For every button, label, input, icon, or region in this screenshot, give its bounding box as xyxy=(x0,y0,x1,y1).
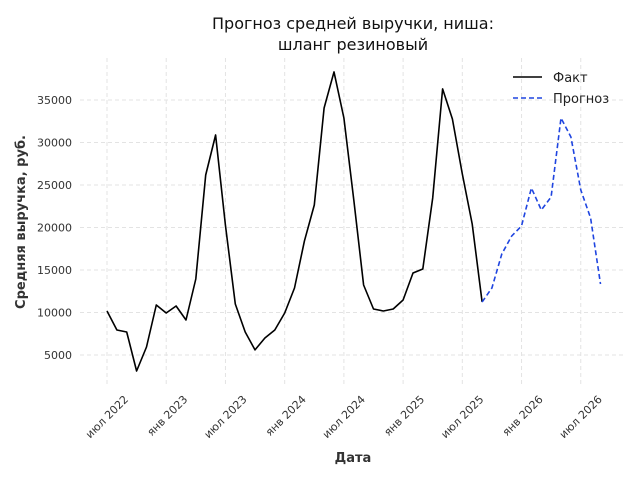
x-tick-label: июл 2023 xyxy=(202,393,250,441)
y-tick-label: 35000 xyxy=(37,94,72,107)
grid xyxy=(80,58,625,385)
y-axis: 5000 10000 15000 20000 25000 30000 35000 xyxy=(37,94,72,362)
fact-series-line xyxy=(106,71,483,372)
series-lines xyxy=(106,71,602,372)
chart-title-line-2: шланг резиновый xyxy=(278,35,428,54)
y-tick-label: 5000 xyxy=(44,349,72,362)
legend-fact-label: Факт xyxy=(553,71,588,86)
y-tick-label: 15000 xyxy=(37,264,72,277)
y-axis-label: Средняя выручка, руб. xyxy=(14,135,29,309)
x-tick-label: янв 2026 xyxy=(500,393,546,439)
y-tick-label: 25000 xyxy=(37,179,72,192)
x-tick-label: июл 2024 xyxy=(320,393,368,441)
legend-forecast-label: Прогноз xyxy=(553,92,609,107)
x-tick-label: янв 2024 xyxy=(263,393,309,439)
x-axis: июл 2022 янв 2023 июл 2023 янв 2024 июл 2024… xyxy=(83,393,605,441)
x-tick-label: июл 2022 xyxy=(83,393,131,441)
x-tick-label: июл 2025 xyxy=(438,393,486,441)
x-tick-label: янв 2023 xyxy=(145,393,191,439)
y-tick-label: 10000 xyxy=(37,306,72,319)
forecast-series-line xyxy=(481,117,602,303)
y-tick-label: 30000 xyxy=(37,136,72,149)
x-tick-label: янв 2025 xyxy=(381,393,427,439)
y-tick-label: 20000 xyxy=(37,221,72,234)
x-tick-label: июл 2026 xyxy=(557,393,605,441)
chart-title-line-1: Прогноз средней выручки, ниша: xyxy=(212,14,494,33)
legend: Факт Прогноз xyxy=(513,71,609,107)
x-axis-label: Дата xyxy=(335,451,372,466)
